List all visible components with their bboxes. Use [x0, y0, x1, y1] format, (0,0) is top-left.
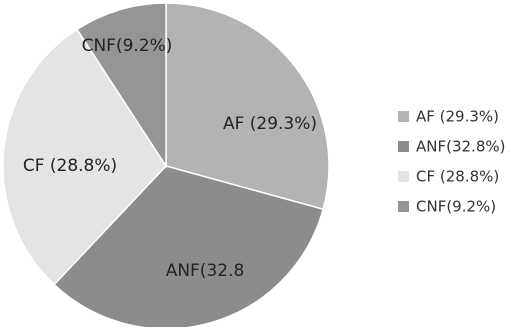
legend-swatch-anf: [398, 141, 409, 152]
legend-swatch-cnf: [398, 201, 409, 212]
pie-slice-cf: [2, 28, 167, 286]
pie-slice-af: [165, 2, 330, 211]
pie-slice-cnf: [75, 2, 167, 169]
slice-label-af: AF (29.3%): [223, 114, 317, 134]
slice-label-cf: CF (28.8%): [23, 156, 117, 176]
legend-label-cf: CF (28.8%): [416, 168, 499, 186]
legend: AF (29.3%) ANF(32.8%) CF (28.8%) CNF(9.2%): [398, 108, 505, 216]
slice-label-anf: ANF(32.8: [166, 261, 245, 281]
legend-swatch-cf: [398, 171, 409, 182]
legend-label-anf: ANF(32.8%): [416, 138, 505, 156]
slice-label-cnf: CNF(9.2%): [82, 36, 173, 56]
pie-slice-labels: AF (29.3%) ANF(32.8 CF (28.8%) CNF(9.2%): [23, 36, 317, 281]
pie-slices: [2, 2, 330, 327]
pie-slice-anf: [53, 165, 325, 327]
legend-label-af: AF (29.3%): [416, 108, 499, 126]
legend-label-cnf: CNF(9.2%): [416, 198, 496, 216]
legend-swatch-af: [398, 111, 409, 122]
